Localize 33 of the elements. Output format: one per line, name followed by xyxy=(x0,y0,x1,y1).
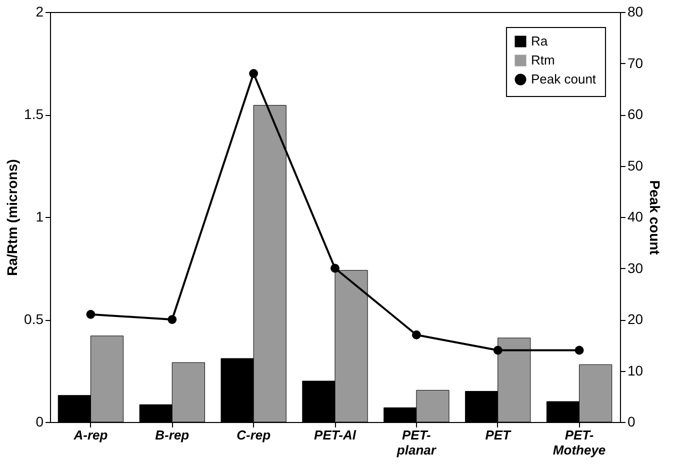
x-tick-label: PET-Motheye xyxy=(552,428,606,458)
x-tick-label: PET xyxy=(485,428,512,442)
y2-tick-label: 60 xyxy=(628,106,644,122)
x-tick-label: C-rep xyxy=(236,428,271,442)
x-tick-label: A-rep xyxy=(72,428,108,442)
y-tick-label: 0 xyxy=(36,414,44,430)
point xyxy=(412,330,421,340)
y-axis-title: Ra/Rtm (microns) xyxy=(4,159,20,276)
point xyxy=(493,346,502,355)
y2-tick-label: 50 xyxy=(628,157,644,174)
x-tick-label: B-rep xyxy=(155,428,190,442)
y-tick-label: 1.5 xyxy=(24,106,44,122)
y2-axis-title: Peak count xyxy=(647,180,664,256)
y2-tick-label: 80 xyxy=(628,4,644,20)
point xyxy=(168,315,177,324)
point xyxy=(86,310,96,319)
point xyxy=(249,69,258,78)
y2-tick-label: 40 xyxy=(628,208,644,224)
point xyxy=(574,346,584,355)
y2-tick-label: 10 xyxy=(628,362,644,378)
legend-label: Rtm xyxy=(531,52,555,68)
y2-tick-label: 70 xyxy=(628,54,644,71)
y-tick-label: 0.5 xyxy=(24,311,44,327)
point xyxy=(330,264,340,273)
y-tick-label: 1 xyxy=(36,208,44,224)
x-tick-label: PET-Al xyxy=(314,428,356,442)
y-tick-label: 2 xyxy=(36,4,44,20)
x-tick-label: PET-planar xyxy=(396,428,437,458)
legend-label: Peak count xyxy=(531,72,596,86)
y2-tick-label: 0 xyxy=(628,414,636,430)
y2-tick-label: 20 xyxy=(628,311,644,327)
legend-label: Ra xyxy=(531,34,548,48)
y2-tick-label: 30 xyxy=(628,260,644,276)
